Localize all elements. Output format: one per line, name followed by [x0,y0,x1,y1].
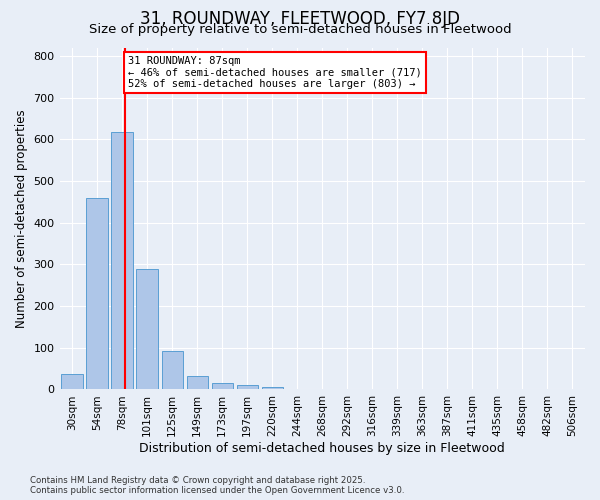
Bar [161,350,183,390]
Bar [112,132,133,390]
Y-axis label: Number of semi-detached properties: Number of semi-detached properties [15,109,28,328]
Bar [86,198,108,390]
Bar [187,376,208,390]
Text: Contains HM Land Registry data © Crown copyright and database right 2025.
Contai: Contains HM Land Registry data © Crown c… [30,476,404,495]
Bar [212,383,233,390]
Bar [262,388,283,390]
Text: 31, ROUNDWAY, FLEETWOOD, FY7 8JD: 31, ROUNDWAY, FLEETWOOD, FY7 8JD [140,10,460,28]
Bar [236,386,258,390]
Bar [61,374,83,390]
Text: 31 ROUNDWAY: 87sqm
← 46% of semi-detached houses are smaller (717)
52% of semi-d: 31 ROUNDWAY: 87sqm ← 46% of semi-detache… [128,56,422,89]
Bar [136,268,158,390]
X-axis label: Distribution of semi-detached houses by size in Fleetwood: Distribution of semi-detached houses by … [139,442,505,455]
Text: Size of property relative to semi-detached houses in Fleetwood: Size of property relative to semi-detach… [89,22,511,36]
